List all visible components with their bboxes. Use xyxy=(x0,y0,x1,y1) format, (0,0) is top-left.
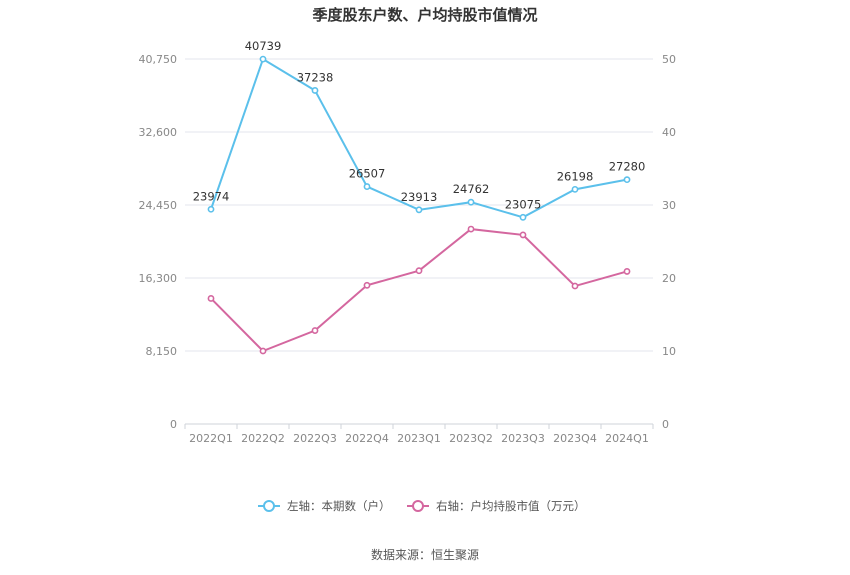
y-left-tick-label: 32,600 xyxy=(139,126,178,139)
y-left-tick-label: 0 xyxy=(170,418,177,431)
data-point xyxy=(259,55,267,63)
data-label: 27280 xyxy=(609,160,646,174)
data-label: 40739 xyxy=(245,39,282,53)
y-right-tick-label: 30 xyxy=(662,199,676,212)
data-point xyxy=(415,267,423,275)
y-right-tick-label: 0 xyxy=(662,418,669,431)
y-left-tick-label: 24,450 xyxy=(139,199,178,212)
data-label: 23974 xyxy=(193,189,230,203)
data-label: 26198 xyxy=(557,169,594,183)
y-right-tick-label: 20 xyxy=(662,272,676,285)
data-point xyxy=(519,213,527,221)
data-point xyxy=(311,87,319,94)
x-tick-label: 2023Q4 xyxy=(553,432,597,445)
chart-title: 季度股东户数、户均持股市值情况 xyxy=(312,6,538,24)
legend-label: 左轴：本期数（户） xyxy=(287,499,391,513)
legend-marker xyxy=(263,500,275,512)
y-left-tick-label: 40,750 xyxy=(139,53,178,66)
data-label: 23913 xyxy=(401,190,438,204)
y-left-tick-label: 8,150 xyxy=(146,345,178,358)
data-point xyxy=(571,282,579,290)
x-tick-label: 2022Q4 xyxy=(345,432,389,445)
data-point xyxy=(363,183,371,190)
y-left-tick-label: 16,300 xyxy=(139,272,178,285)
axes: 0 8,150 16,300 24,450 32,600 40,750 0 10 20 30 40 5… xyxy=(139,53,677,445)
x-tick-label: 2023Q1 xyxy=(397,432,441,445)
x-tick-label: 2023Q3 xyxy=(501,432,545,445)
data-point xyxy=(207,295,215,302)
y-right-tick-label: 40 xyxy=(662,126,676,139)
data-point xyxy=(467,198,475,206)
y-right-tick-label: 50 xyxy=(662,53,676,66)
grid-lines xyxy=(185,58,653,352)
x-tick-label: 2022Q2 xyxy=(241,432,285,445)
data-label: 23075 xyxy=(505,197,542,211)
legend: 左轴：本期数（户） 右轴：户均持股市值（万元） xyxy=(258,499,586,513)
data-point xyxy=(363,281,371,289)
x-tick-label: 2022Q1 xyxy=(189,432,233,445)
y-right-tick-label: 10 xyxy=(662,345,676,358)
source-note: 数据来源：恒生聚源 xyxy=(370,548,479,562)
data-point xyxy=(467,225,475,233)
data-label: 37238 xyxy=(297,70,334,84)
data-point xyxy=(207,205,215,213)
legend-label: 右轴：户均持股市值（万元） xyxy=(436,499,586,513)
x-tick-label: 2023Q2 xyxy=(449,432,493,445)
legend-marker xyxy=(412,500,424,512)
data-label: 24762 xyxy=(453,182,490,196)
data-point xyxy=(623,176,631,184)
data-point xyxy=(519,231,527,239)
series-line-2 xyxy=(210,228,628,353)
x-tick-label: 2022Q3 xyxy=(293,432,337,445)
data-point xyxy=(311,327,319,334)
data-point xyxy=(415,206,423,214)
data-label: 26507 xyxy=(349,167,386,181)
data-point xyxy=(571,185,579,193)
data-point xyxy=(623,268,631,275)
series-layer: 23974 40739 37238 26507 23913 24762 23075 26198… xyxy=(193,39,646,355)
x-tick-label: 2024Q1 xyxy=(605,432,649,445)
data-point xyxy=(259,347,267,355)
